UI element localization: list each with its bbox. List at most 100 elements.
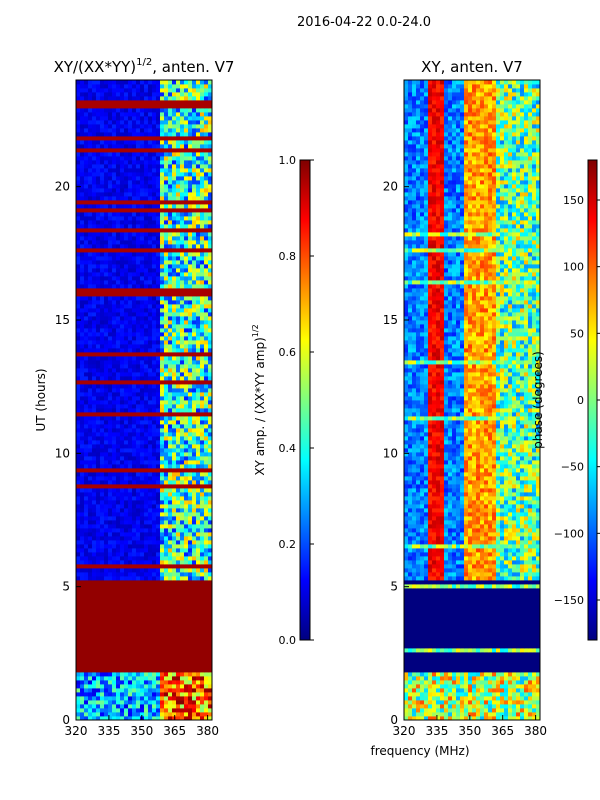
heatmap-cell xyxy=(164,372,169,377)
heatmap-cell xyxy=(128,176,133,181)
heatmap-cell xyxy=(136,144,141,149)
heatmap-cell xyxy=(120,276,125,281)
heatmap-cell xyxy=(144,312,149,317)
heatmap-cell xyxy=(200,296,205,301)
heatmap-cell xyxy=(84,696,89,701)
heatmap-cell xyxy=(112,260,117,265)
heatmap-cell xyxy=(196,252,201,257)
heatmap-cell xyxy=(100,312,105,317)
heatmap-cell xyxy=(208,276,212,281)
heatmap-cell xyxy=(124,416,129,421)
heatmap-cell xyxy=(180,192,185,197)
heatmap-cell xyxy=(204,436,209,441)
heatmap-cell xyxy=(120,392,125,397)
heatmap-cell xyxy=(128,464,133,469)
heatmap-cell xyxy=(164,660,169,665)
heatmap-cell xyxy=(136,428,141,433)
heatmap-cell xyxy=(172,388,177,393)
heatmap-cell xyxy=(108,708,113,713)
heatmap-cell xyxy=(124,324,129,329)
heatmap-cell xyxy=(188,512,193,517)
heatmap-cell xyxy=(184,180,189,185)
heatmap-cell xyxy=(104,668,109,673)
heatmap-cell xyxy=(172,688,177,693)
heatmap-cell xyxy=(192,372,197,377)
heatmap-cell xyxy=(160,256,165,261)
heatmap-cell xyxy=(156,396,161,401)
heatmap-cell xyxy=(184,500,189,505)
heatmap-cell xyxy=(116,488,121,493)
heatmap-cell xyxy=(96,540,101,545)
heatmap-cell xyxy=(156,244,161,249)
heatmap-cell xyxy=(108,264,113,269)
heatmap-cell xyxy=(88,420,93,425)
heatmap-cell xyxy=(88,188,93,193)
heatmap-cell xyxy=(116,236,121,241)
heatmap-cell xyxy=(108,504,113,509)
heatmap-cell xyxy=(112,532,117,537)
heatmap-cell xyxy=(96,716,101,720)
heatmap-cell xyxy=(144,448,149,453)
heatmap-cell xyxy=(80,180,85,185)
heatmap-cell xyxy=(76,376,81,381)
heatmap-cell xyxy=(120,628,125,633)
heatmap-cell xyxy=(112,244,117,249)
heatmap-cell xyxy=(88,160,93,165)
heatmap-cell xyxy=(128,376,133,381)
heatmap-cell xyxy=(88,364,93,369)
heatmap-cell xyxy=(148,468,153,473)
heatmap-cell xyxy=(108,420,113,425)
heatmap-cell xyxy=(136,608,141,613)
heatmap-cell xyxy=(200,552,205,557)
heatmap-cell xyxy=(96,664,101,669)
heatmap-cell xyxy=(200,516,205,521)
heatmap-cell xyxy=(112,208,117,213)
heatmap-cell xyxy=(96,448,101,453)
heatmap-cell xyxy=(200,568,205,573)
heatmap-cell xyxy=(124,684,129,689)
heatmap-cell xyxy=(204,356,209,361)
heatmap-cell xyxy=(156,556,161,561)
heatmap-cell xyxy=(76,312,81,317)
heatmap-cell xyxy=(112,496,117,501)
heatmap-cell xyxy=(176,688,181,693)
heatmap-cell xyxy=(124,424,129,429)
heatmap-cell xyxy=(184,184,189,189)
heatmap-cell xyxy=(120,580,125,585)
heatmap-cell xyxy=(104,464,109,469)
heatmap-cell xyxy=(116,140,121,145)
heatmap-cell xyxy=(176,252,181,257)
heatmap-cell xyxy=(148,648,153,653)
heatmap-cell xyxy=(196,516,201,521)
heatmap-cell xyxy=(184,532,189,537)
heatmap-cell xyxy=(132,336,137,341)
heatmap-cell xyxy=(188,244,193,249)
heatmap-cell xyxy=(136,432,141,437)
heatmap-cell xyxy=(164,476,169,481)
heatmap-cell xyxy=(92,376,97,381)
heatmap-cell xyxy=(184,204,189,209)
heatmap-cell xyxy=(128,300,133,305)
heatmap-cell xyxy=(76,152,81,157)
heatmap-cell xyxy=(84,260,89,265)
heatmap-cell xyxy=(156,444,161,449)
heatmap-cell xyxy=(168,500,173,505)
heatmap-cell xyxy=(84,332,89,337)
heatmap-cell xyxy=(88,640,93,645)
heatmap-cell xyxy=(132,516,137,521)
heatmap-cell xyxy=(200,196,205,201)
heatmap-cell xyxy=(156,352,161,357)
heatmap-cell xyxy=(88,340,93,345)
heatmap-cell xyxy=(132,324,137,329)
heatmap-cell xyxy=(176,136,181,141)
heatmap-cell xyxy=(208,300,212,305)
heatmap-cell xyxy=(144,148,149,153)
heatmap-cell xyxy=(164,704,169,709)
heatmap-cell xyxy=(164,488,169,493)
heatmap-cell xyxy=(164,140,169,145)
heatmap-cell xyxy=(200,436,205,441)
heatmap-cell xyxy=(104,132,109,137)
heatmap-cell xyxy=(168,668,173,673)
heatmap-cell xyxy=(156,368,161,373)
heatmap-cell xyxy=(208,472,212,477)
